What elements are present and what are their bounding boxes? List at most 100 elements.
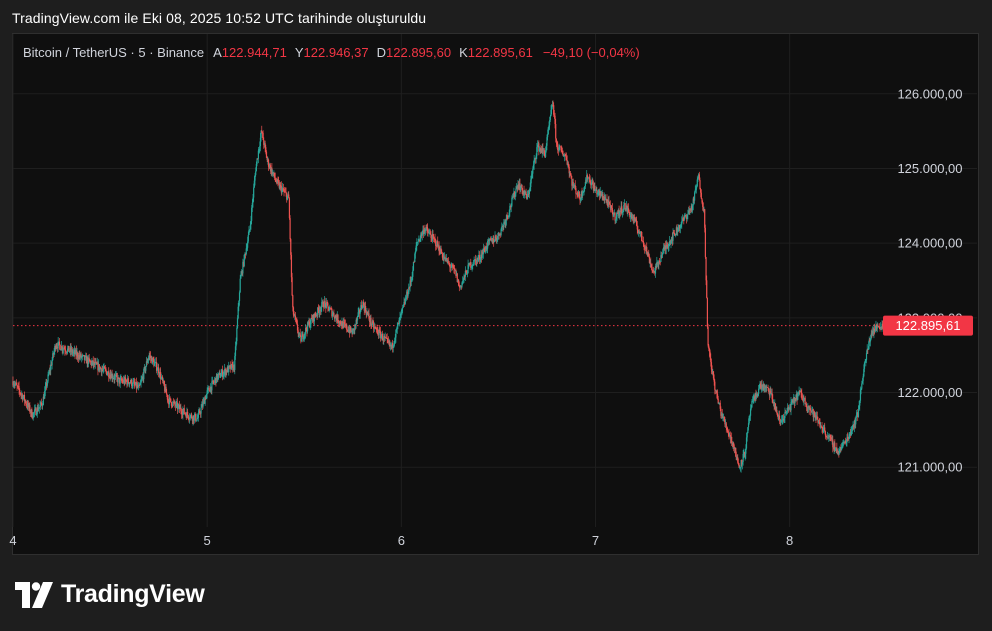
candle-body xyxy=(793,397,795,404)
candle-body xyxy=(606,198,608,202)
candle-body xyxy=(313,313,315,322)
candle-body xyxy=(758,387,760,389)
candle-body xyxy=(460,285,462,288)
candle-body xyxy=(667,245,669,249)
candle-body xyxy=(293,314,295,316)
candle-body xyxy=(392,345,394,348)
candle-body xyxy=(840,447,842,451)
candle-body xyxy=(776,413,779,417)
candle-body xyxy=(161,377,163,379)
candle-body xyxy=(503,221,506,223)
candle-body xyxy=(516,186,518,189)
candle-body xyxy=(368,313,370,319)
candle-body xyxy=(861,383,863,389)
y-tick-label: 124.000,00 xyxy=(897,236,962,251)
candle-body xyxy=(276,179,278,183)
candle-body xyxy=(705,257,707,281)
candle-body xyxy=(849,434,851,435)
candle-body xyxy=(25,404,28,405)
candle-body xyxy=(695,188,697,190)
candle-body xyxy=(128,382,130,385)
candle-body xyxy=(56,346,59,349)
candle-body xyxy=(228,365,231,367)
candle-body xyxy=(419,237,421,241)
candle-body xyxy=(144,367,146,371)
candle-body xyxy=(752,399,754,401)
candle-body xyxy=(163,380,165,386)
candle-body xyxy=(208,387,210,391)
candle-body xyxy=(634,219,636,222)
candle-body xyxy=(414,253,416,263)
x-tick-label: 4 xyxy=(9,533,16,548)
candle-body xyxy=(401,308,403,312)
candle-body xyxy=(162,377,164,381)
candle-body xyxy=(852,424,854,428)
candle-body xyxy=(156,362,158,371)
candle-body xyxy=(760,384,762,388)
candle-body xyxy=(218,373,220,376)
last-price-badge xyxy=(883,315,973,336)
candle-body xyxy=(809,408,811,410)
candle-body xyxy=(600,191,602,196)
candle-body xyxy=(618,209,620,216)
candle-body xyxy=(739,467,742,469)
candle-body xyxy=(664,245,666,250)
candle-body xyxy=(22,396,24,400)
candle-body xyxy=(609,204,611,209)
candle-body xyxy=(23,394,26,401)
candle-body xyxy=(557,150,560,152)
candle-body xyxy=(385,337,387,339)
candle-body xyxy=(83,355,85,357)
candle-body xyxy=(596,189,598,195)
candle-body xyxy=(371,324,373,326)
candle-body xyxy=(880,326,882,330)
candle-body xyxy=(69,347,71,352)
candle-body xyxy=(120,378,122,380)
candle-body xyxy=(64,350,67,352)
candle-body xyxy=(487,239,489,242)
candle-body xyxy=(807,405,810,408)
candle-body xyxy=(363,305,365,311)
candle-body xyxy=(330,308,332,310)
candle-body xyxy=(99,367,101,371)
candle-body xyxy=(112,377,115,379)
candle-body xyxy=(500,229,502,236)
candle-body xyxy=(731,442,733,446)
candle-body xyxy=(205,397,207,400)
candle-body xyxy=(100,367,102,369)
candle-body xyxy=(799,390,802,392)
candle-body xyxy=(264,143,266,148)
candle-body xyxy=(588,177,591,179)
candle-body xyxy=(576,193,578,195)
candle-body xyxy=(378,329,380,336)
candle-body xyxy=(33,409,36,413)
candle-body xyxy=(617,209,620,214)
candle-body xyxy=(33,412,35,414)
candle-body xyxy=(373,326,375,329)
candle-body xyxy=(815,415,817,419)
candle-body xyxy=(284,191,286,193)
candle-body xyxy=(718,402,721,404)
candle-body xyxy=(321,301,324,303)
candle-body xyxy=(376,328,378,330)
candle-body xyxy=(716,390,718,394)
candle-body xyxy=(691,205,694,211)
symbol-label[interactable]: Bitcoin / TetherUS · 5 · Binance xyxy=(23,45,205,60)
chart-pane[interactable] xyxy=(12,33,979,555)
candle-body xyxy=(874,328,876,331)
candle-body xyxy=(688,210,690,212)
candle-body xyxy=(572,182,574,187)
candle-body xyxy=(835,447,837,449)
candle-body xyxy=(408,287,411,289)
candle-body xyxy=(207,388,209,391)
candle-body xyxy=(407,293,409,297)
candle-body xyxy=(810,410,812,412)
candle-body xyxy=(485,246,487,250)
candle-body xyxy=(231,364,233,365)
candle-body xyxy=(684,215,686,217)
y-tick-label: 126.000,00 xyxy=(897,86,962,101)
candle-body xyxy=(687,210,690,214)
candle-body xyxy=(584,186,586,188)
candle-body xyxy=(531,173,533,176)
